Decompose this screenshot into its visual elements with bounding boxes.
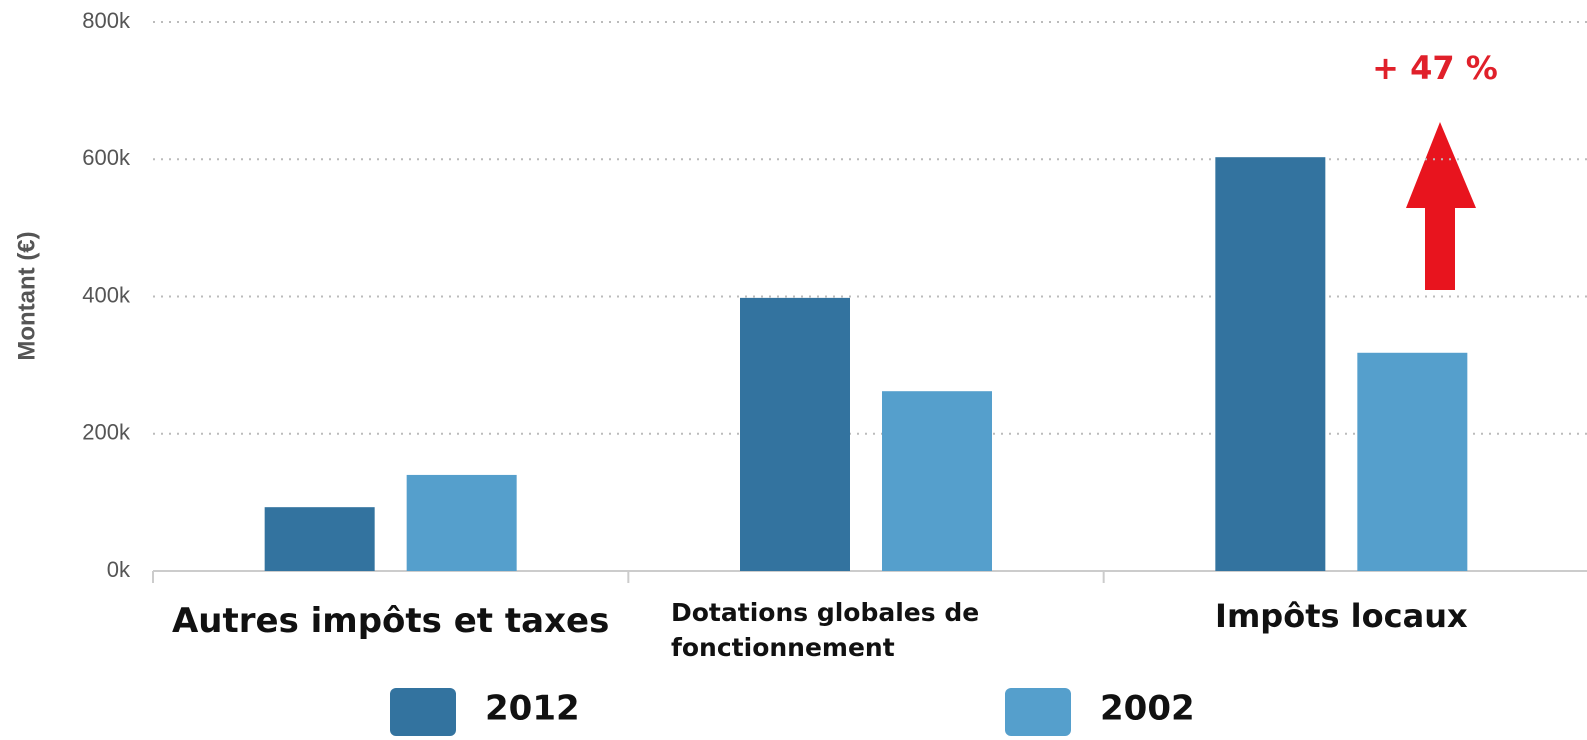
bar	[264, 507, 375, 571]
y-tick-label: 600k	[82, 145, 131, 170]
bar	[1357, 352, 1468, 571]
x-tick-label: Dotations globales de fonctionnement	[671, 598, 980, 662]
legend-swatch	[1005, 688, 1071, 736]
bar	[1215, 157, 1326, 571]
y-tick-label: 800k	[82, 8, 131, 33]
bar	[882, 391, 992, 571]
legend-swatch	[390, 688, 456, 736]
bar	[406, 474, 517, 571]
y-tick-label: 0k	[107, 557, 131, 582]
y-axis-label: Montant (€)	[13, 231, 40, 360]
x-tick-label: Autres impôts et taxes	[171, 601, 610, 641]
arrow	[1406, 122, 1476, 290]
y-tick-label: 400k	[82, 282, 131, 307]
y-tick-label: 200k	[82, 420, 131, 445]
legend-label: 2002	[1100, 689, 1195, 729]
x-tick-label: Impôts locaux	[1215, 597, 1468, 635]
legend-label: 2012	[485, 689, 580, 729]
bar	[740, 297, 850, 571]
annotation: + 47 %	[1372, 49, 1498, 87]
